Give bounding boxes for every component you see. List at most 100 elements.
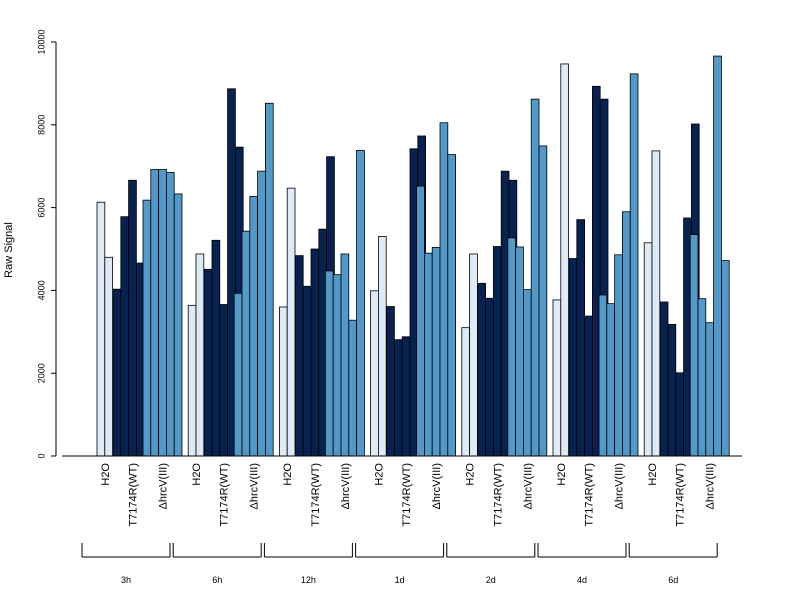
bar	[165, 172, 175, 457]
bar	[286, 187, 296, 457]
x-category-label: H2O	[556, 463, 568, 486]
bars	[96, 55, 730, 457]
group-label: 6d	[668, 575, 678, 585]
bar	[538, 145, 548, 457]
bar	[439, 122, 449, 457]
x-category-label: T7174R(WT)	[401, 463, 413, 527]
bar	[584, 315, 593, 457]
bar	[393, 339, 403, 457]
y-tick-label: 6000	[36, 198, 46, 218]
bar	[515, 246, 524, 457]
x-category-label: ΔhrcV(III)	[431, 463, 443, 509]
group-label: 6h	[212, 575, 222, 585]
bar	[485, 297, 494, 457]
x-category-label: H2O	[191, 463, 203, 486]
bar	[552, 299, 562, 457]
y-tick-label: 4000	[36, 280, 46, 300]
bar	[689, 234, 699, 457]
bar	[651, 150, 661, 457]
bar	[598, 294, 608, 457]
bar	[332, 274, 342, 457]
bar	[264, 102, 274, 457]
bar	[249, 196, 259, 457]
bar	[104, 256, 114, 457]
y-tick-label: 10000	[36, 29, 46, 54]
group-label: 12h	[301, 575, 316, 585]
y-axis: 0 2000 4000 6000 8000 10000	[36, 29, 57, 459]
x-category-label: H2O	[100, 463, 112, 486]
x-category-label: T7174R(WT)	[584, 463, 596, 527]
y-tick-label: 8000	[36, 115, 46, 135]
x-category-label: H2O	[373, 463, 385, 486]
bar	[112, 288, 122, 457]
bar	[386, 306, 395, 457]
bar	[469, 253, 478, 457]
bar	[348, 319, 357, 457]
bar	[507, 237, 516, 457]
bar	[278, 306, 288, 457]
x-category-label: ΔhrcV(III)	[705, 463, 717, 509]
bar	[233, 292, 243, 457]
bar	[340, 253, 350, 457]
bar	[477, 282, 486, 457]
bar	[713, 55, 722, 457]
bar	[447, 154, 456, 457]
x-category-label: T7174R(WT)	[310, 463, 322, 527]
group-label: 4d	[577, 575, 587, 585]
x-category-label: H2O	[465, 463, 477, 486]
bar	[158, 169, 167, 457]
bar	[614, 254, 623, 457]
x-category-label: T7174R(WT)	[675, 463, 687, 527]
bar	[370, 290, 379, 457]
y-tick-label: 2000	[36, 363, 46, 383]
x-category-label: H2O	[282, 463, 294, 486]
x-category-label: ΔhrcV(III)	[340, 463, 352, 509]
y-tick-label: 0	[36, 453, 46, 458]
group-brackets: 3h 6h 12h 1d 2d 4d 6d	[81, 543, 718, 585]
x-category-label: T7174R(WT)	[219, 463, 231, 527]
bar	[96, 201, 106, 457]
bar	[622, 211, 631, 457]
bar	[187, 304, 197, 457]
bar	[705, 322, 714, 457]
bar	[667, 323, 677, 457]
bar	[241, 230, 251, 457]
x-category-label: H2O	[647, 463, 659, 486]
bar	[659, 301, 669, 457]
bar	[721, 260, 730, 457]
bar	[203, 268, 213, 457]
bar	[219, 304, 229, 457]
bar	[324, 270, 334, 457]
x-category-label: ΔhrcV(III)	[249, 463, 261, 509]
x-category-labels: H2O T7174R(WT) ΔhrcV(III) H2O T7174R(WT) Δhrc…	[100, 463, 717, 527]
bar	[173, 193, 183, 457]
bar	[492, 246, 502, 457]
bar	[431, 246, 441, 457]
bar	[643, 242, 653, 457]
y-axis-title: Raw Signal	[3, 222, 15, 278]
group-label: 1d	[395, 575, 405, 585]
bar	[675, 372, 684, 457]
x-category-label: ΔhrcV(III)	[158, 463, 170, 509]
x-category-label: ΔhrcV(III)	[522, 463, 534, 509]
bar	[302, 285, 312, 457]
bar	[423, 252, 433, 457]
bar	[606, 303, 615, 457]
x-category-label: T7174R(WT)	[492, 463, 504, 527]
bar	[576, 219, 585, 457]
bar	[257, 170, 266, 457]
bar	[142, 199, 152, 457]
bar	[310, 248, 320, 457]
bar	[128, 179, 137, 457]
bar	[416, 185, 425, 457]
bar	[150, 169, 160, 457]
bar	[629, 73, 639, 457]
bar	[377, 236, 387, 457]
bar	[195, 253, 205, 457]
bar	[356, 150, 365, 457]
bar	[120, 216, 130, 457]
x-category-label: T7174R(WT)	[128, 463, 140, 527]
bar	[211, 239, 221, 457]
x-category-label: ΔhrcV(III)	[614, 463, 626, 509]
